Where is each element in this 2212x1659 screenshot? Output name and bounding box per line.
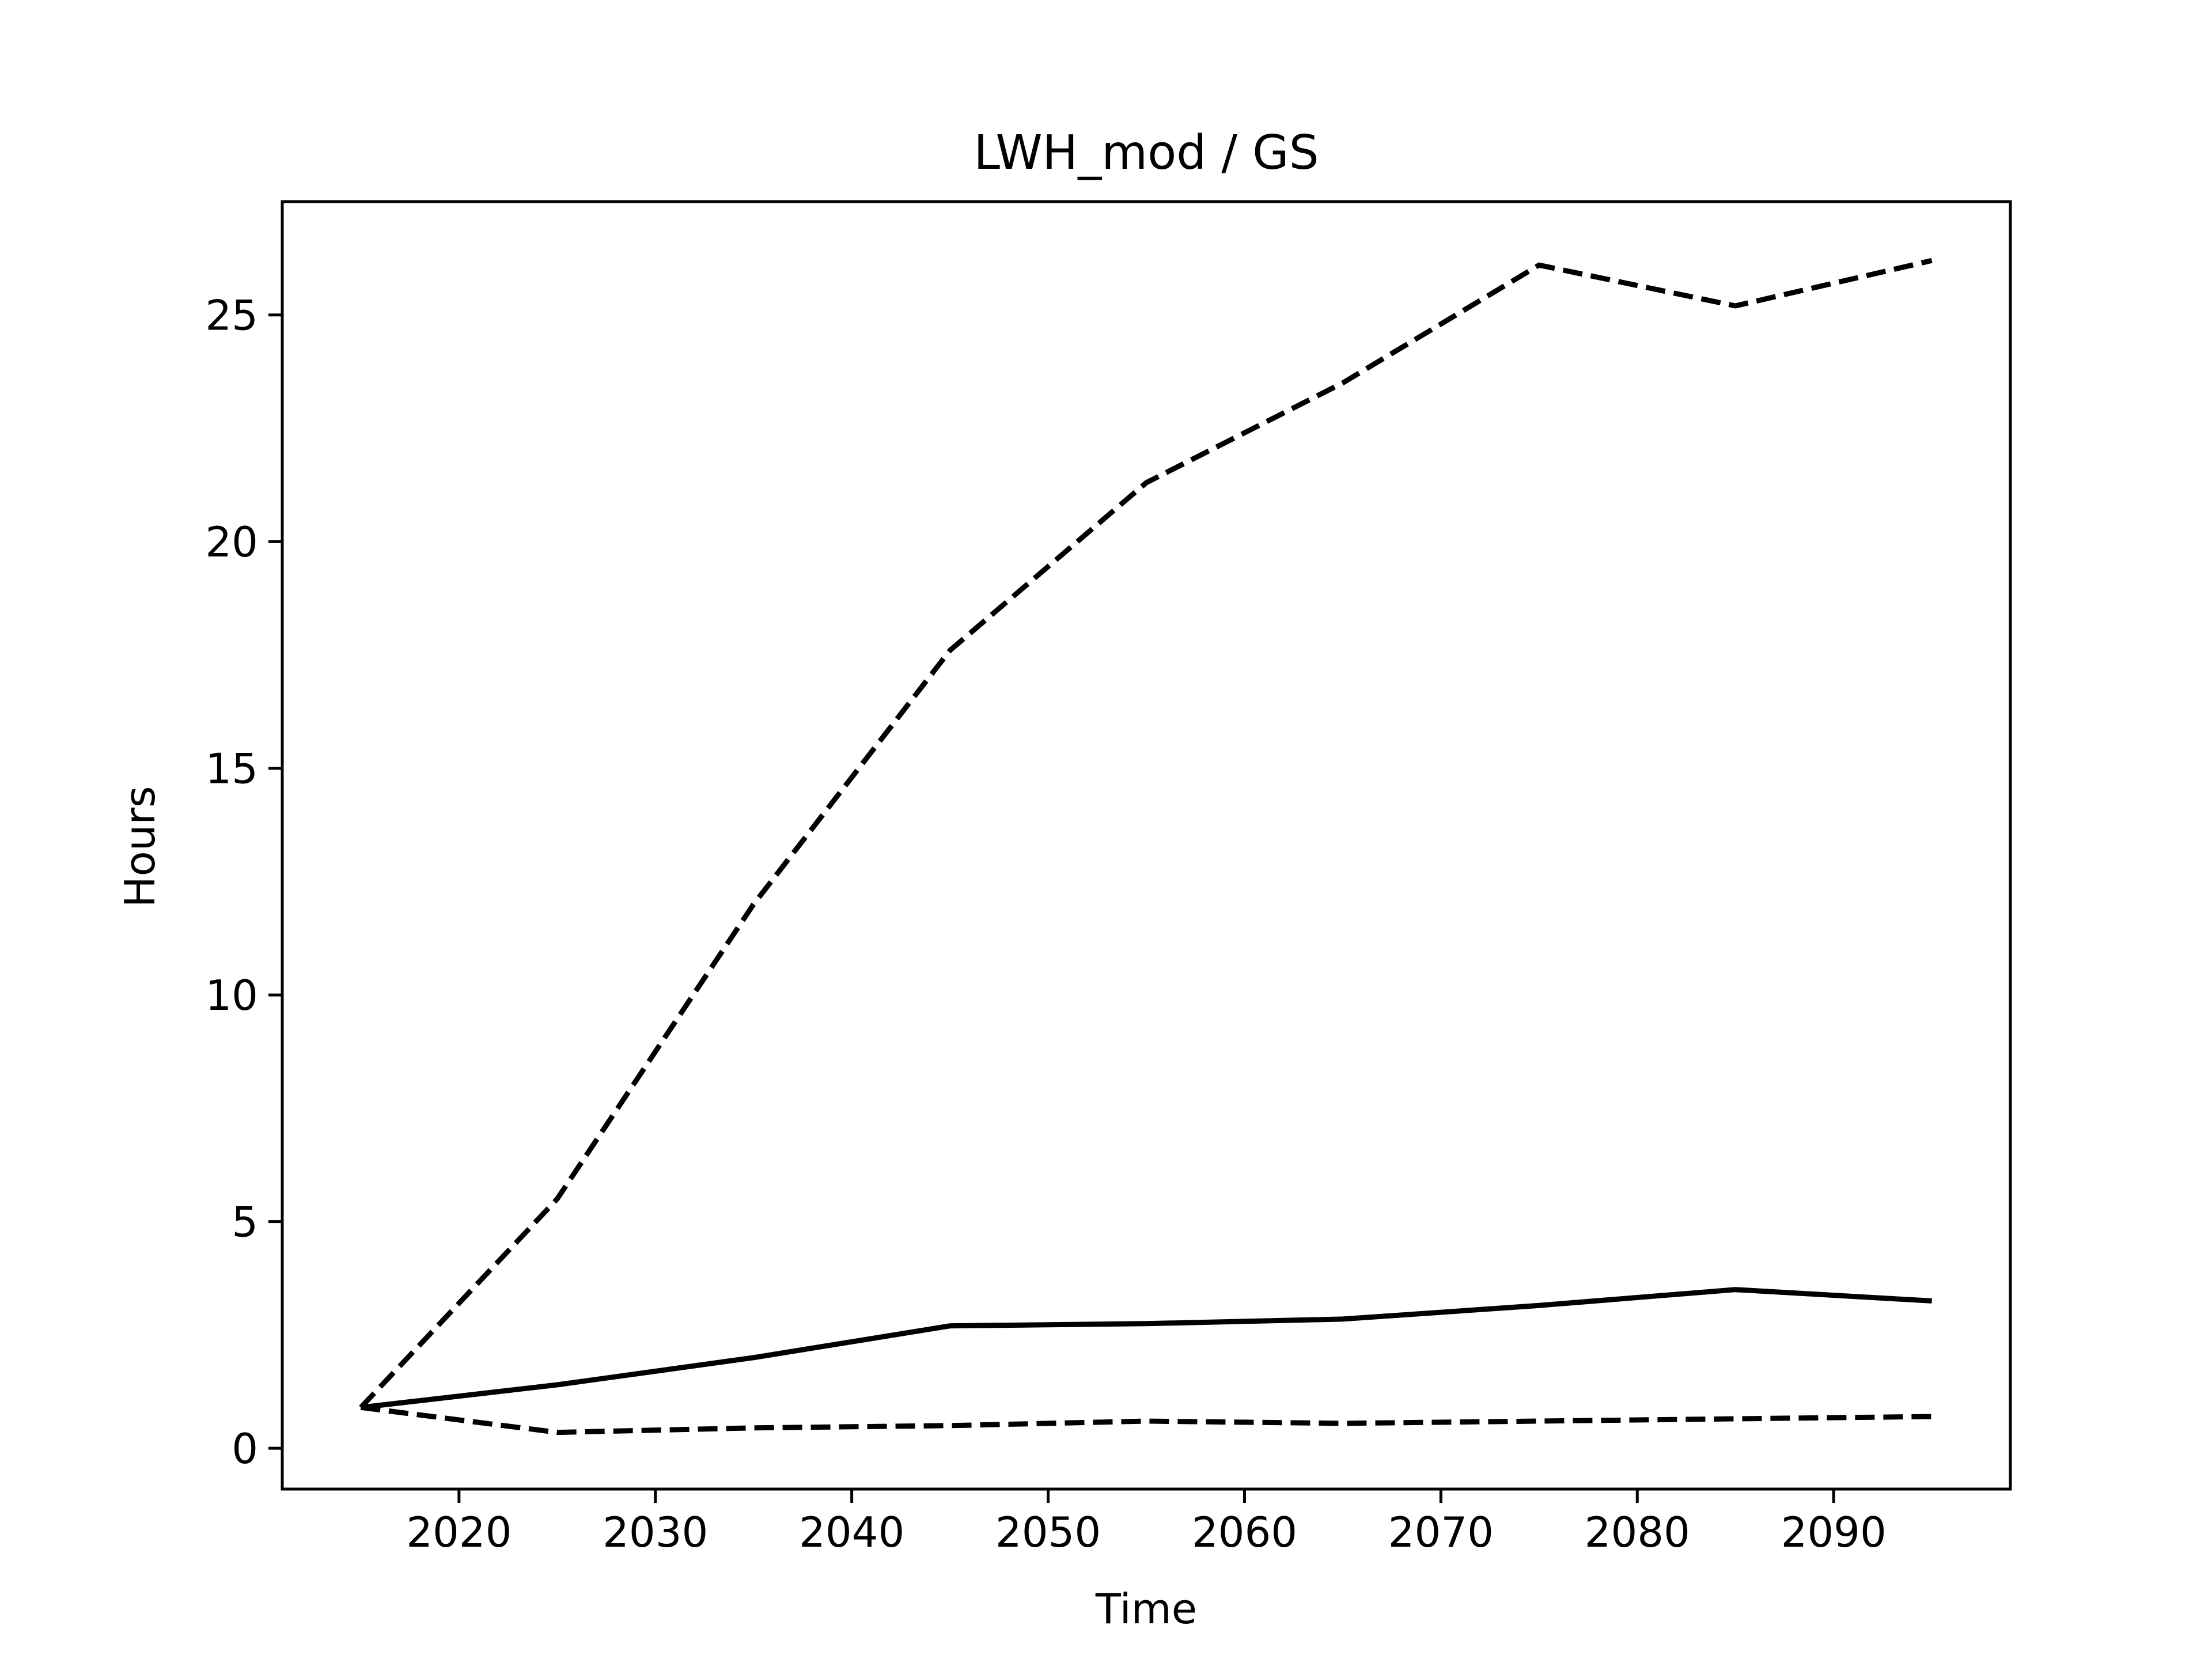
x-tick-label: 2090 bbox=[1781, 1508, 1887, 1556]
series-line-3-dashed bbox=[360, 1404, 1932, 1435]
x-tick-label: 2050 bbox=[995, 1508, 1101, 1556]
y-tick-label: 20 bbox=[205, 518, 258, 566]
chart-title: LWH_mod / GS bbox=[974, 126, 1319, 180]
y-axis-ticks: 0 5 10 15 20 25 bbox=[205, 291, 282, 1473]
y-tick-label: 0 bbox=[232, 1425, 258, 1473]
x-tick-label: 2040 bbox=[799, 1508, 904, 1556]
x-axis-label: Time bbox=[1095, 1585, 1197, 1633]
y-tick-label: 25 bbox=[205, 291, 258, 340]
y-tick-label: 5 bbox=[232, 1198, 258, 1247]
x-tick-label: 2060 bbox=[1192, 1508, 1297, 1556]
x-tick-label: 2030 bbox=[603, 1508, 708, 1556]
x-tick-label: 2070 bbox=[1388, 1508, 1494, 1556]
y-axis-label: Hours bbox=[116, 786, 164, 908]
series-line-1-dashed bbox=[359, 257, 1933, 1410]
y-tick-label: 15 bbox=[205, 745, 258, 793]
series-line-2-solid bbox=[360, 1287, 1932, 1410]
x-tick-label: 2080 bbox=[1585, 1508, 1690, 1556]
y-tick-label: 10 bbox=[205, 971, 258, 1020]
x-axis-ticks: 2020 2030 2040 2050 2060 2070 2080 2090 bbox=[406, 1489, 1887, 1556]
x-tick-label: 2020 bbox=[406, 1508, 512, 1556]
series-layer bbox=[359, 257, 1933, 1435]
plot-area-frame bbox=[281, 200, 2012, 1491]
